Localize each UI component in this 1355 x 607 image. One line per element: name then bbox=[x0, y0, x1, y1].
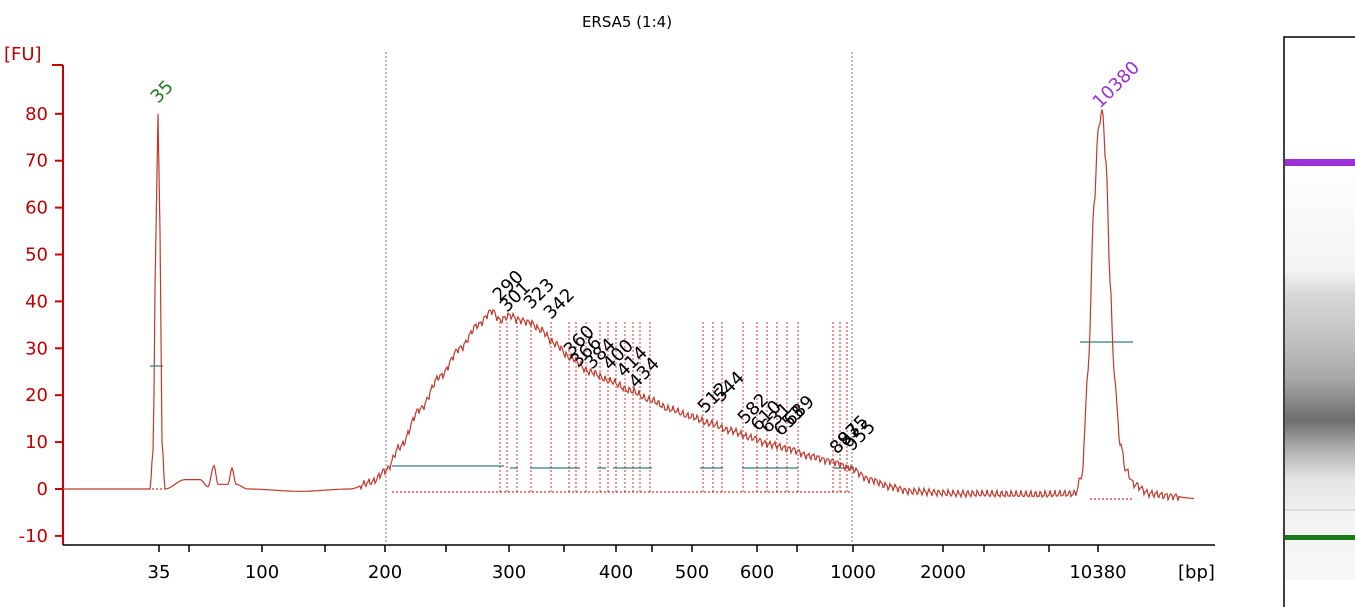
x-tick-label: 1000 bbox=[830, 562, 876, 583]
gel-band-marker-upper bbox=[1285, 159, 1355, 166]
y-tick-label: 30 bbox=[25, 338, 48, 359]
marker-label-lower: 35 bbox=[147, 76, 178, 107]
x-tick-label: 200 bbox=[368, 562, 402, 583]
x-tick-label: 100 bbox=[245, 562, 279, 583]
x-tick-label: 400 bbox=[599, 562, 633, 583]
y-tick-label: 80 bbox=[25, 104, 48, 125]
y-tick-label: -10 bbox=[19, 526, 48, 547]
x-tick-label: 300 bbox=[492, 562, 526, 583]
y-tick-label: 70 bbox=[25, 151, 48, 172]
x-tick-label: 10380 bbox=[1069, 562, 1126, 583]
x-axis-label: [bp] bbox=[1178, 562, 1215, 583]
y-axis-label: [FU] bbox=[4, 44, 42, 65]
x-tick-label: 600 bbox=[740, 562, 774, 583]
gel-band-marker-lower bbox=[1285, 535, 1355, 540]
marker-label-upper: 10380 bbox=[1089, 57, 1144, 112]
y-tick-label: 20 bbox=[25, 385, 48, 406]
x-tick-label: 500 bbox=[675, 562, 709, 583]
gel-lane-smear bbox=[1285, 160, 1355, 580]
y-tick-label: 60 bbox=[25, 198, 48, 219]
y-tick-label: 40 bbox=[25, 291, 48, 312]
y-tick-label: 0 bbox=[37, 479, 48, 500]
y-tick-label: 10 bbox=[25, 432, 48, 453]
region-bars bbox=[150, 341, 1133, 469]
x-tick-label: 2000 bbox=[920, 562, 966, 583]
region-baseline bbox=[148, 488, 1133, 500]
chart-title: ERSA5 (1:4) bbox=[582, 13, 672, 31]
electropherogram-trace bbox=[63, 109, 1194, 502]
y-tick-label: 50 bbox=[25, 245, 48, 266]
x-tick-label: 35 bbox=[148, 562, 171, 583]
